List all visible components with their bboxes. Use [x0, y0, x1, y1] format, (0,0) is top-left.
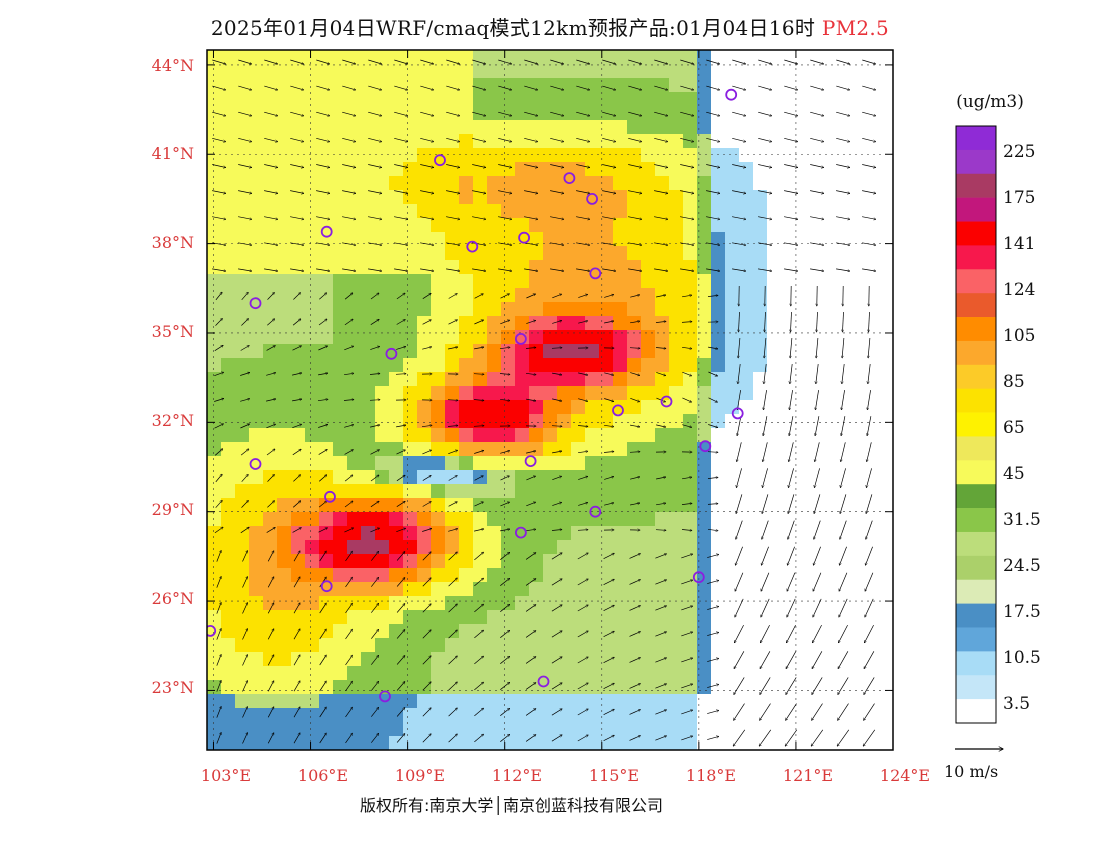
- lat-label-41: 41°N: [151, 144, 194, 163]
- city-marker: [385, 347, 398, 360]
- lat-label-32: 32°N: [151, 411, 194, 430]
- legend-swatch: [956, 293, 996, 318]
- legend-label: 85: [1003, 372, 1025, 392]
- city-marker: [320, 580, 333, 593]
- city-marker: [320, 225, 333, 238]
- city-marker: [249, 297, 262, 310]
- legend-swatch: [956, 627, 996, 652]
- legend-label: 10.5: [1003, 648, 1041, 668]
- graticule: [207, 50, 893, 750]
- legend-label: 65: [1003, 418, 1025, 438]
- city-marker: [589, 267, 602, 280]
- lon-label-112: 112°E: [491, 766, 543, 785]
- axis-ticks: [207, 50, 894, 750]
- wind-vectors: [212, 59, 876, 746]
- legend-swatch: [956, 245, 996, 270]
- lon-label-103: 103°E: [200, 766, 252, 785]
- legend-swatch: [956, 699, 996, 724]
- city-marker: [249, 458, 262, 470]
- city-marker: [725, 88, 738, 101]
- city-marker: [324, 490, 336, 503]
- legend-swatch: [956, 484, 996, 509]
- city-marker: [379, 690, 391, 703]
- legend-swatch: [956, 221, 996, 246]
- lat-label-35: 35°N: [151, 322, 194, 341]
- species-label: PM2.5: [821, 16, 890, 40]
- city-marker: [515, 526, 527, 539]
- city-marker: [563, 172, 576, 185]
- legend-swatch: [956, 675, 996, 700]
- lat-label-29: 29°N: [151, 500, 194, 519]
- legend-swatch: [956, 149, 996, 175]
- lon-label-106: 106°E: [297, 766, 349, 785]
- lon-label-118: 118°E: [685, 766, 737, 785]
- legend-swatch: [956, 317, 996, 342]
- legend-label: 24.5: [1003, 556, 1041, 576]
- legend-swatch: [956, 269, 996, 294]
- map-title: 2025年01月04日WRF/cmaq模式12km预报产品:01月04日16时 …: [0, 12, 1100, 41]
- legend-swatch: [956, 579, 996, 604]
- city-marker: [692, 571, 705, 584]
- city-marker: [434, 154, 446, 167]
- city-marker: [699, 440, 712, 453]
- city-marker: [586, 192, 598, 205]
- city-marker: [524, 455, 537, 468]
- legend-unit: (ug/m3): [956, 92, 1024, 112]
- lon-label-115: 115°E: [588, 766, 640, 785]
- city-marker: [660, 395, 673, 408]
- legend-swatch: [956, 388, 996, 413]
- legend-label: 175: [1003, 188, 1036, 208]
- legend-swatch: [956, 436, 996, 461]
- legend-swatch: [956, 508, 996, 533]
- legend-label: 141: [1003, 234, 1036, 254]
- lat-label-23: 23°N: [151, 678, 194, 697]
- city-marker: [207, 625, 217, 637]
- city-marker: [518, 231, 530, 244]
- legend-swatch: [956, 460, 996, 485]
- legend-label: 124: [1003, 280, 1036, 300]
- title-text: 2025年01月04日WRF/cmaq模式12km预报产品:01月04日16时: [210, 16, 816, 40]
- legend-label: 17.5: [1003, 602, 1041, 622]
- city-marker: [731, 407, 744, 420]
- map-frame: [206, 49, 894, 751]
- city-marker: [515, 332, 527, 345]
- city-markers: [207, 88, 744, 703]
- legend-swatch: [956, 197, 996, 222]
- legend-label: 3.5: [1003, 694, 1031, 714]
- city-marker: [612, 404, 624, 417]
- legend-swatch: [956, 173, 996, 198]
- legend-label: 105: [1003, 326, 1036, 346]
- legend-label: 225: [1003, 142, 1036, 162]
- pm25-concentration-field: [207, 50, 893, 750]
- legend-swatch: [956, 603, 996, 628]
- lon-label-121: 121°E: [782, 766, 834, 785]
- legend-swatch: [956, 651, 996, 676]
- legend-swatch: [956, 412, 996, 437]
- wind-reference-label: 10 m/s: [944, 762, 999, 781]
- copyright-notice: 版权所有:南京大学│南京创蓝科技有限公司: [360, 796, 664, 815]
- lon-label-124: 124°E: [879, 766, 931, 785]
- legend-label: 45: [1003, 464, 1025, 484]
- color-legend: [955, 125, 997, 724]
- legend-label: 31.5: [1003, 510, 1041, 530]
- lon-label-109: 109°E: [394, 766, 446, 785]
- legend-swatch: [956, 531, 996, 557]
- lat-label-44: 44°N: [151, 56, 194, 75]
- city-marker: [466, 240, 479, 253]
- legend-swatch: [956, 340, 996, 366]
- lat-label-38: 38°N: [151, 233, 194, 252]
- lat-label-26: 26°N: [151, 589, 194, 608]
- legend-swatch: [956, 126, 996, 151]
- city-marker: [589, 505, 602, 518]
- city-marker: [537, 675, 550, 688]
- legend-swatch: [956, 555, 996, 581]
- legend-swatch: [956, 364, 996, 389]
